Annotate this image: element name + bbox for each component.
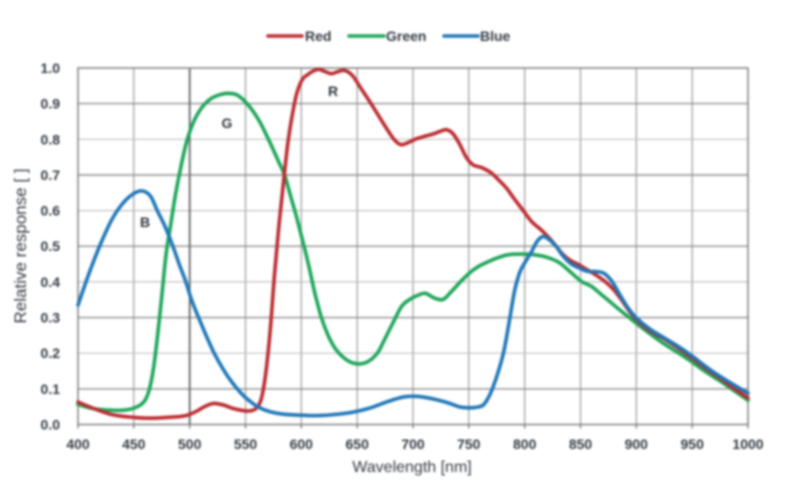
svg-text:0.0: 0.0 — [41, 417, 61, 433]
svg-text:1.0: 1.0 — [41, 60, 61, 76]
svg-text:Blue: Blue — [480, 28, 511, 44]
svg-text:0.9: 0.9 — [41, 96, 61, 112]
svg-text:Red: Red — [305, 28, 331, 44]
svg-text:700: 700 — [401, 436, 425, 452]
svg-text:500: 500 — [178, 436, 202, 452]
svg-text:0.6: 0.6 — [41, 203, 61, 219]
svg-text:1000: 1000 — [732, 436, 763, 452]
svg-text:400: 400 — [66, 436, 90, 452]
svg-text:0.5: 0.5 — [41, 238, 61, 254]
svg-text:0.2: 0.2 — [41, 345, 61, 361]
svg-text:R: R — [328, 83, 338, 99]
svg-text:Wavelength [nm]: Wavelength [nm] — [352, 459, 471, 476]
svg-text:B: B — [140, 214, 150, 230]
svg-text:0.4: 0.4 — [41, 274, 61, 290]
svg-text:0.1: 0.1 — [41, 381, 61, 397]
svg-text:Green: Green — [386, 28, 426, 44]
svg-text:900: 900 — [625, 436, 649, 452]
svg-text:450: 450 — [122, 436, 146, 452]
svg-text:550: 550 — [234, 436, 258, 452]
svg-text:G: G — [222, 115, 233, 131]
svg-text:800: 800 — [513, 436, 537, 452]
svg-text:950: 950 — [681, 436, 705, 452]
svg-text:0.7: 0.7 — [41, 167, 61, 183]
svg-text:Relative response [ ]: Relative response [ ] — [11, 169, 30, 324]
svg-text:600: 600 — [290, 436, 314, 452]
svg-text:0.8: 0.8 — [41, 131, 61, 147]
svg-text:850: 850 — [569, 436, 593, 452]
svg-text:0.3: 0.3 — [41, 310, 61, 326]
svg-text:650: 650 — [346, 436, 370, 452]
svg-text:750: 750 — [457, 436, 481, 452]
